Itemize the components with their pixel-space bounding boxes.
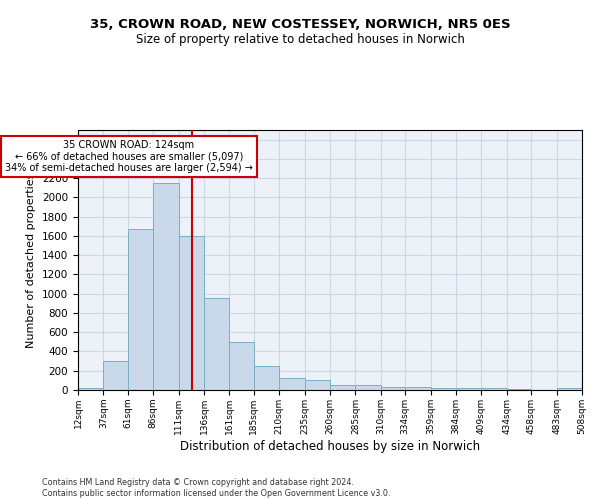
Text: Size of property relative to detached houses in Norwich: Size of property relative to detached ho…: [136, 32, 464, 46]
Text: 35 CROWN ROAD: 124sqm
← 66% of detached houses are smaller (5,097)
34% of semi-d: 35 CROWN ROAD: 124sqm ← 66% of detached …: [5, 140, 253, 173]
Bar: [254, 366, 279, 390]
Bar: [481, 388, 507, 390]
Bar: [204, 298, 229, 390]
Bar: [405, 386, 431, 390]
Bar: [305, 380, 330, 390]
Bar: [330, 385, 355, 390]
Bar: [103, 361, 128, 390]
Bar: [355, 385, 381, 390]
Bar: [381, 387, 405, 390]
Text: 35, CROWN ROAD, NEW COSTESSEY, NORWICH, NR5 0ES: 35, CROWN ROAD, NEW COSTESSEY, NORWICH, …: [89, 18, 511, 30]
Bar: [128, 229, 153, 390]
Y-axis label: Number of detached properties: Number of detached properties: [26, 172, 37, 348]
Bar: [431, 388, 456, 390]
Bar: [557, 388, 582, 390]
Bar: [229, 342, 254, 390]
Bar: [179, 236, 204, 390]
Text: Contains HM Land Registry data © Crown copyright and database right 2024.
Contai: Contains HM Land Registry data © Crown c…: [42, 478, 391, 498]
Bar: [507, 389, 531, 390]
Bar: [279, 378, 305, 390]
Bar: [78, 388, 103, 390]
Bar: [153, 183, 179, 390]
X-axis label: Distribution of detached houses by size in Norwich: Distribution of detached houses by size …: [180, 440, 480, 452]
Bar: [456, 388, 481, 390]
